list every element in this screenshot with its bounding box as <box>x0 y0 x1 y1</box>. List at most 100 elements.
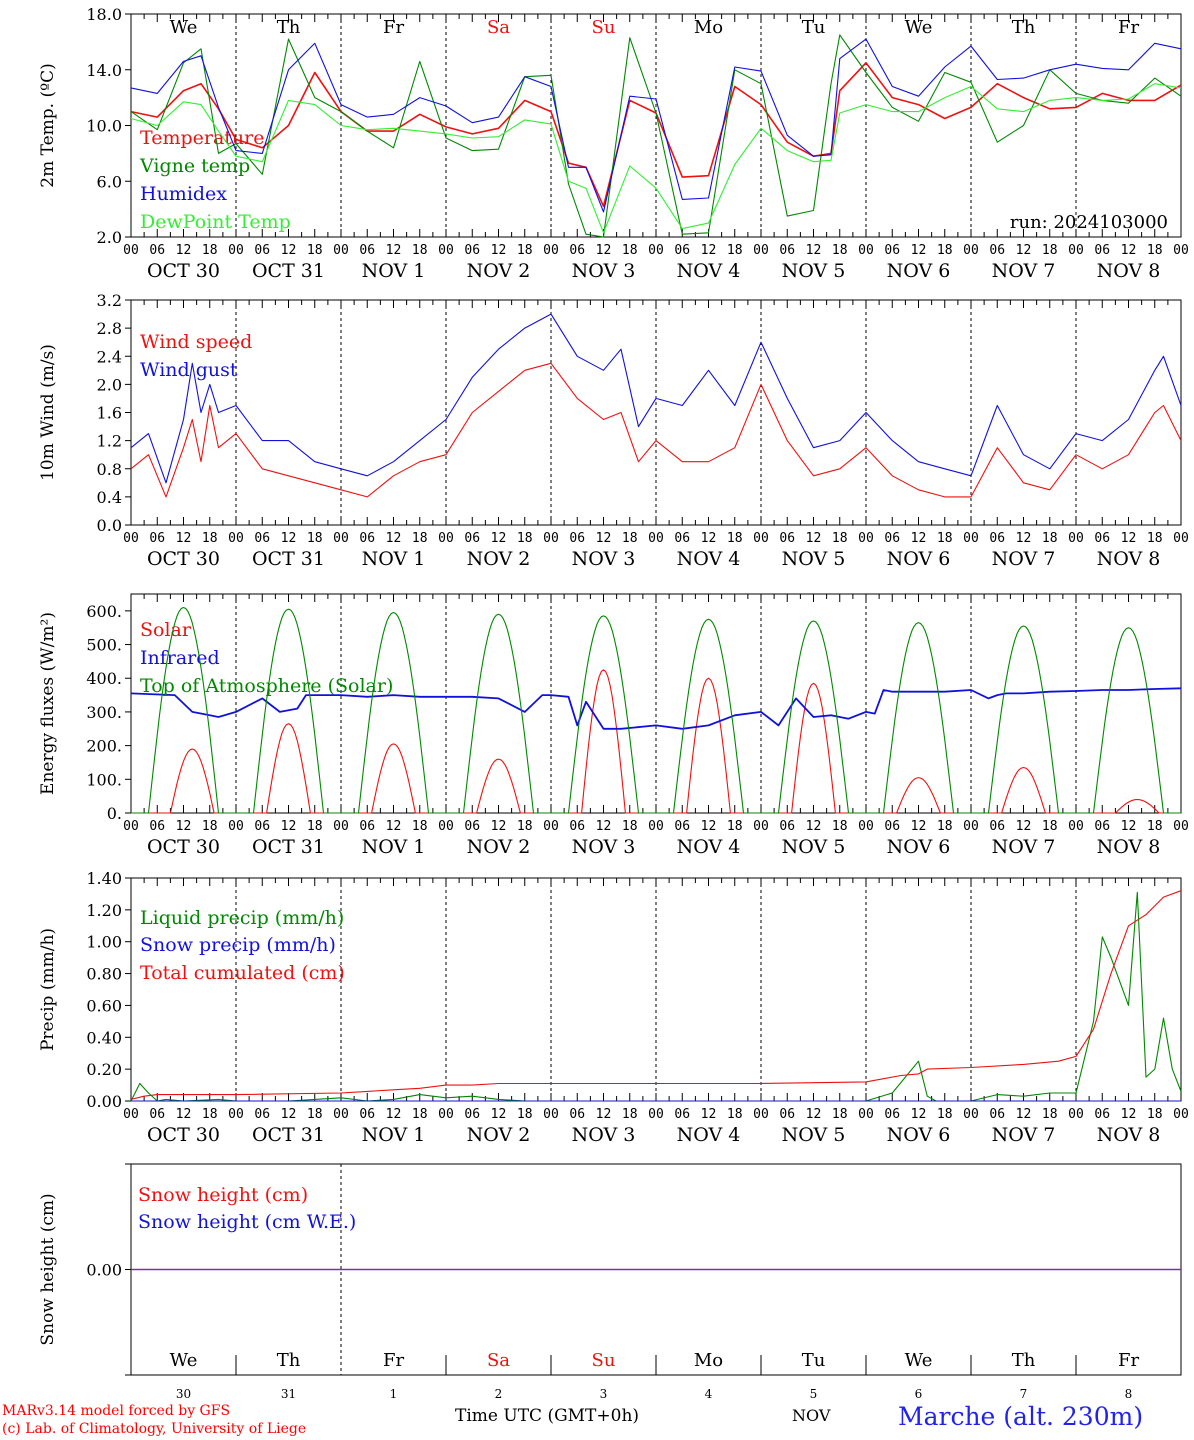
y-tick-label: 400. <box>86 669 122 688</box>
date-label: NOV 6 <box>887 1124 951 1146</box>
hour-tick-label: 18 <box>202 819 218 834</box>
hour-tick-label: 18 <box>412 1107 428 1122</box>
hour-tick-label: 12 <box>491 1107 507 1122</box>
hour-tick-label: 12 <box>596 819 612 834</box>
hour-tick-label: 18 <box>1042 531 1058 546</box>
hour-tick-label: 12 <box>701 1107 717 1122</box>
y-tick-label: 1.40 <box>86 869 122 888</box>
hour-tick-label: 18 <box>937 1107 953 1122</box>
day-number: 1 <box>390 1387 398 1401</box>
legend-entry: Snow height (cm) <box>138 1184 308 1206</box>
hour-tick-label: 12 <box>596 531 612 546</box>
hour-tick-label: 18 <box>517 819 533 834</box>
hour-tick-label: 06 <box>1094 819 1110 834</box>
hour-tick-label: 12 <box>281 243 297 258</box>
hour-tick-label: 06 <box>359 1107 375 1122</box>
hour-tick-label: 00 <box>858 531 874 546</box>
hour-tick-label: 12 <box>911 1107 927 1122</box>
hour-tick-label: 06 <box>674 819 690 834</box>
hour-tick-label: 18 <box>937 243 953 258</box>
hour-tick-label: 06 <box>359 243 375 258</box>
y-axis-label: Snow height (cm) <box>38 1193 58 1345</box>
legend-entry: Vigne temp <box>139 155 250 177</box>
weekday-label: Sa <box>487 1350 510 1371</box>
hour-tick-label: 00 <box>438 819 454 834</box>
hour-tick-label: 06 <box>674 243 690 258</box>
hour-tick-label: 18 <box>202 1107 218 1122</box>
hour-tick-label: 18 <box>1147 531 1163 546</box>
weekday-label: Th <box>277 17 301 38</box>
hour-tick-label: 12 <box>281 819 297 834</box>
weekday-label: Su <box>592 17 616 38</box>
hour-tick-label: 00 <box>123 1107 139 1122</box>
y-axis-label: 10m Wind (m/s) <box>38 344 58 481</box>
hour-tick-label: 18 <box>622 819 638 834</box>
hour-tick-label: 18 <box>727 819 743 834</box>
hour-tick-label: 00 <box>963 1107 979 1122</box>
time-axis-label: Time UTC (GMT+0h) <box>455 1406 640 1426</box>
hour-tick-label: 12 <box>176 819 192 834</box>
legend-entry: Humidex <box>140 183 227 205</box>
hour-tick-label: 12 <box>1016 1107 1032 1122</box>
legend-entry: Solar <box>140 619 192 641</box>
day-number: 30 <box>176 1387 191 1401</box>
hour-tick-label: 00 <box>753 531 769 546</box>
hour-tick-label: 18 <box>202 243 218 258</box>
hour-tick-label: 00 <box>543 243 559 258</box>
hour-tick-label: 06 <box>884 531 900 546</box>
hour-tick-label: 18 <box>622 243 638 258</box>
hour-tick-label: 18 <box>1147 1107 1163 1122</box>
weekday-label: Sa <box>487 17 510 38</box>
series-line <box>130 38 1182 213</box>
hour-tick-label: 06 <box>149 819 165 834</box>
hour-tick-label: 00 <box>963 531 979 546</box>
hour-tick-label: 12 <box>1121 1107 1137 1122</box>
legend-entry: Snow height (cm W.E.) <box>138 1211 356 1233</box>
day-number: 5 <box>810 1387 818 1401</box>
date-label: NOV 3 <box>572 836 636 858</box>
series-line <box>130 34 1182 238</box>
hour-tick-label: 06 <box>1094 243 1110 258</box>
y-tick-label: 0.0 <box>97 516 122 535</box>
day-number: 2 <box>495 1387 503 1401</box>
hour-tick-label: 00 <box>438 531 454 546</box>
hour-tick-label: 18 <box>307 1107 323 1122</box>
hour-tick-label: 18 <box>412 243 428 258</box>
hour-tick-label: 18 <box>832 531 848 546</box>
weekday-label: Tu <box>802 1350 826 1371</box>
y-tick-label: 0.80 <box>86 965 122 984</box>
hour-tick-label: 00 <box>1173 243 1189 258</box>
hour-tick-label: 00 <box>648 243 664 258</box>
series-line <box>130 83 1182 234</box>
hour-tick-label: 18 <box>727 1107 743 1122</box>
y-tick-label: 2.0 <box>97 375 122 394</box>
station-name: Marche (alt. 230m) <box>898 1402 1144 1431</box>
hour-tick-label: 00 <box>123 531 139 546</box>
weekday-label: Su <box>592 1350 616 1371</box>
y-tick-label: 1.2 <box>97 432 122 451</box>
hour-tick-label: 12 <box>1121 819 1137 834</box>
hour-tick-label: 18 <box>937 531 953 546</box>
hour-tick-label: 00 <box>1173 531 1189 546</box>
day-number: 7 <box>1020 1387 1028 1401</box>
hour-tick-label: 00 <box>543 819 559 834</box>
hour-tick-label: 12 <box>491 819 507 834</box>
hour-tick-label: 00 <box>858 819 874 834</box>
day-number: 3 <box>600 1387 608 1401</box>
date-label: NOV 8 <box>1097 548 1161 570</box>
hour-tick-label: 00 <box>753 819 769 834</box>
date-label: NOV 7 <box>992 1124 1056 1146</box>
hour-tick-label: 12 <box>176 1107 192 1122</box>
day-number: 31 <box>281 1387 296 1401</box>
hour-tick-label: 00 <box>438 1107 454 1122</box>
date-label: OCT 31 <box>252 836 325 858</box>
hour-tick-label: 06 <box>884 1107 900 1122</box>
hour-tick-label: 12 <box>806 819 822 834</box>
hour-tick-label: 18 <box>1042 1107 1058 1122</box>
y-tick-label: 600. <box>86 602 122 621</box>
hour-tick-label: 06 <box>779 243 795 258</box>
model-credit: MARv3.14 model forced by GFS <box>2 1403 231 1419</box>
hour-tick-label: 06 <box>989 531 1005 546</box>
hour-tick-label: 00 <box>648 1107 664 1122</box>
hour-tick-label: 06 <box>149 531 165 546</box>
